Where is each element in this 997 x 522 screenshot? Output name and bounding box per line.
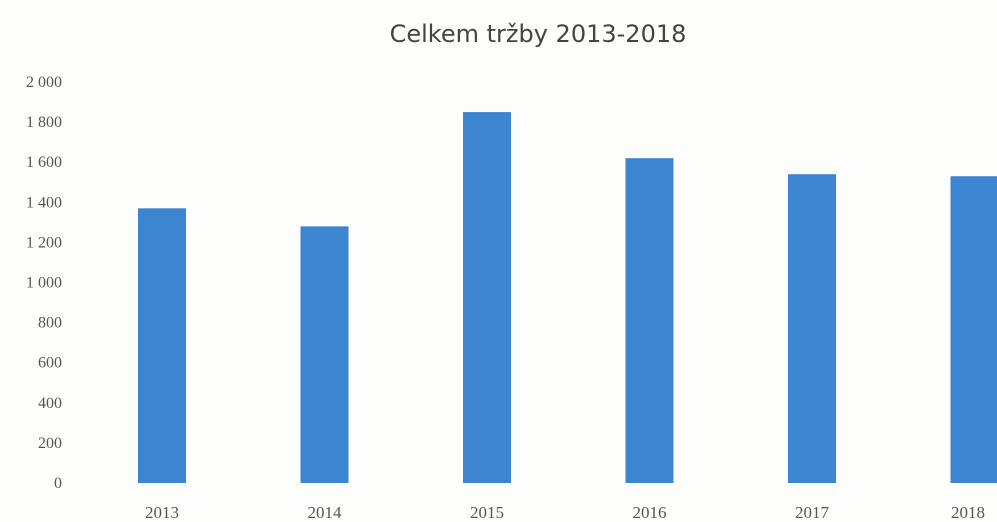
y-axis-tick-labels: 0 200 400 600 800 1 000 1 200 1 400 1 600 1 800 2 … bbox=[26, 74, 62, 492]
x-tick-label: 2018 bbox=[951, 503, 985, 522]
y-tick-label: 200 bbox=[38, 435, 62, 452]
y-tick-label: 400 bbox=[38, 395, 62, 412]
bar-2013 bbox=[138, 208, 186, 483]
x-tick-label: 2014 bbox=[308, 503, 343, 522]
x-tick-label: 2017 bbox=[795, 503, 830, 522]
bar-2017 bbox=[788, 174, 836, 484]
bars bbox=[138, 112, 997, 484]
y-tick-label: 1 600 bbox=[26, 154, 62, 171]
y-tick-label: 1 400 bbox=[26, 194, 62, 211]
bar-2018 bbox=[950, 176, 997, 484]
y-tick-label: 600 bbox=[38, 355, 62, 372]
x-axis-tick-labels: 2013 2014 2015 2016 2017 2018 bbox=[145, 503, 985, 522]
y-tick-label: 2 000 bbox=[26, 74, 62, 91]
bar-2015 bbox=[463, 112, 511, 483]
y-tick-label: 1 000 bbox=[26, 275, 62, 292]
y-tick-label: 0 bbox=[54, 475, 62, 492]
bar-2014 bbox=[300, 226, 349, 484]
y-tick-label: 800 bbox=[38, 315, 62, 332]
x-tick-label: 2016 bbox=[633, 503, 667, 522]
x-tick-label: 2013 bbox=[145, 503, 179, 522]
chart-title: Celkem tržby 2013-2018 bbox=[390, 20, 687, 48]
bar-2016 bbox=[625, 158, 674, 483]
x-tick-label: 2015 bbox=[470, 503, 504, 522]
y-tick-label: 1 200 bbox=[26, 234, 62, 251]
y-tick-label: 1 800 bbox=[26, 114, 62, 131]
